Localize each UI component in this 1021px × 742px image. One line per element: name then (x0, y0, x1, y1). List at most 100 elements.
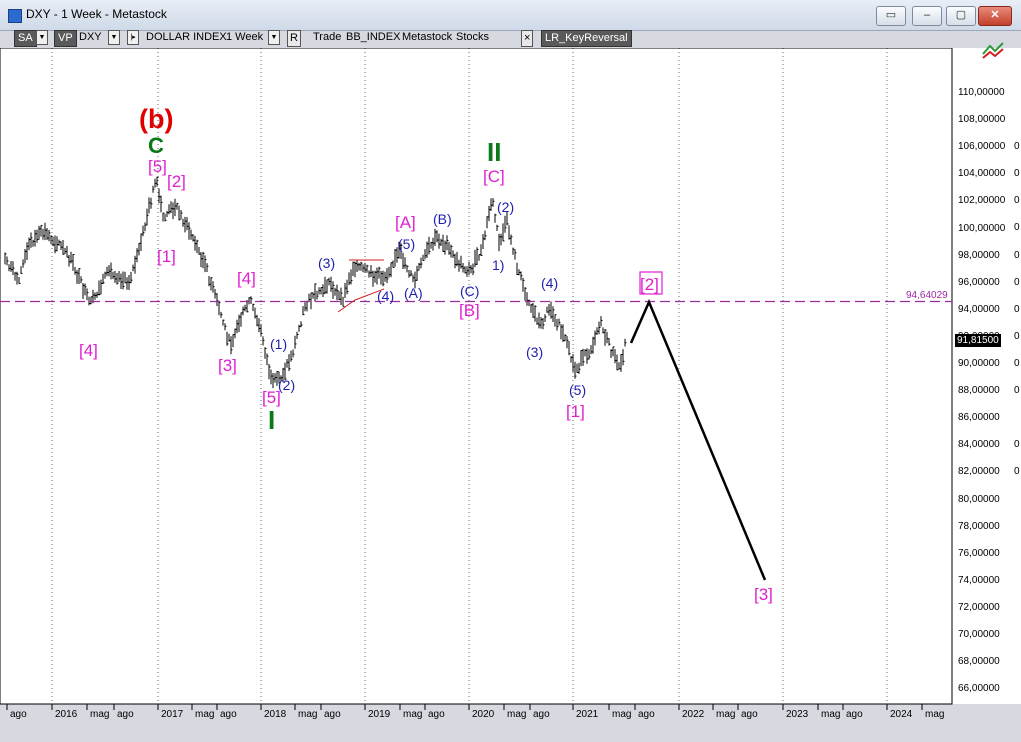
y-axis-stub-label: 0 (1014, 330, 1020, 342)
y-axis-stub-label: 0 (1014, 357, 1020, 369)
x-axis-label: 2019 (368, 709, 391, 720)
wave-label-m4-mid: [4] (237, 269, 256, 288)
y-axis-label: 80,00000 (958, 493, 1000, 505)
wave-label-m2-top: [2] (167, 172, 186, 191)
y-axis-label: 98,00000 (958, 249, 1000, 261)
y-axis-stub-label: 0 (1014, 222, 1020, 234)
projection-line[interactable] (629, 298, 767, 581)
x-axis-label: ago (324, 709, 341, 720)
wave-label-m3-mid: [3] (218, 356, 237, 375)
source-label: Metastock (402, 31, 453, 43)
y-axis-label: 68,00000 (958, 656, 1000, 668)
x-axis-label: mag (716, 709, 736, 720)
periodicity-dropdown[interactable]: ▼ (268, 30, 280, 45)
x-axis-label: 2021 (576, 709, 599, 720)
y-axis-stub-label: 0 (1014, 276, 1020, 288)
vp-button[interactable]: VP (54, 30, 77, 47)
symbol-label: DXY (79, 31, 102, 43)
y-axis-label: 78,00000 (958, 520, 1000, 532)
security-name: DOLLAR INDEX (146, 31, 227, 43)
wave-label-b2: (2) (278, 377, 296, 393)
x-axis-label: mag (403, 709, 423, 720)
index-label: BB_INDEX (346, 31, 401, 43)
y-axis-label: 86,00000 (958, 412, 1000, 424)
price-bars (4, 176, 627, 389)
plot-area[interactable] (0, 48, 953, 705)
wave-label-m2-projected: [2] (640, 275, 659, 294)
y-axis-label: 72,00000 (958, 601, 1000, 613)
x-axis-label: mag (925, 709, 945, 720)
next-security-button[interactable]: |▸ (127, 30, 139, 45)
y-axis-label: 104,00000 (958, 168, 1006, 180)
y-axis-label: 96,00000 (958, 276, 1000, 288)
x-axis-label: mag (298, 709, 318, 720)
x-axis-ticks (6, 704, 923, 710)
x-axis-label: 2018 (264, 709, 287, 720)
x-axis-label: ago (117, 709, 134, 720)
wave-label-b1-2020: 1) (492, 257, 505, 273)
x-axis-label: ago (741, 709, 758, 720)
x-axis-label: ago (428, 709, 445, 720)
wave-label-b-big: (b) (139, 104, 174, 134)
wave-label-b4: (4) (377, 288, 395, 304)
maximize-button[interactable]: ▢ (946, 6, 976, 26)
x-axis-label: 2016 (55, 709, 78, 720)
x-axis-label: 2017 (161, 709, 184, 720)
x-axis-label: ago (533, 709, 550, 720)
wave-label-mB: [B] (459, 301, 480, 320)
y-axis-label: 102,00000 (958, 195, 1006, 207)
wave-label-bA: (A) (404, 285, 423, 301)
current-price-marker: 91,81500 (955, 334, 1001, 347)
close-button[interactable]: ✕ (978, 6, 1012, 26)
minimize-button[interactable]: – (912, 6, 942, 26)
y-axis-label: 110,00000 (958, 87, 1005, 98)
y-axis-stub-label: 0 (1014, 249, 1020, 261)
y-axis-stub-label: 0 (1014, 195, 1020, 207)
wave-label-two-big: II (487, 137, 502, 167)
x-axis-label: ago (846, 709, 863, 720)
remove-indicator-button[interactable]: × (521, 30, 534, 47)
y-axis-label: 94,00000 (958, 303, 1000, 315)
x-axis-label: ago (220, 709, 237, 720)
wave-label-m1-right: [1] (566, 402, 585, 421)
y-axis-label: 88,00000 (958, 385, 1000, 397)
wave-label-c-big: C (148, 133, 164, 158)
triangle-lower-line[interactable] (337, 288, 385, 313)
window-titlebar: DXY - 1 Week - Metastock ▭ – ▢ ✕ (0, 0, 1021, 31)
sa-dropdown[interactable]: ▼ (36, 30, 48, 45)
sa-button[interactable]: SA (14, 30, 37, 47)
indicator-label[interactable]: LR_KeyReversal (541, 30, 632, 47)
r-button[interactable]: R (287, 30, 301, 47)
wave-label-m5-top: [5] (148, 157, 167, 176)
window-title: DXY - 1 Week - Metastock (26, 7, 167, 21)
y-axis-stub-label: 0 (1014, 439, 1020, 451)
price-chart[interactable] (0, 48, 1021, 742)
trade-label: Trade (313, 31, 342, 43)
wave-label-b3: (3) (318, 255, 336, 271)
wave-label-b3-2020: (3) (526, 344, 544, 360)
y-axis-stub-label: 0 (1014, 466, 1020, 478)
wave-label-bC: (C) (460, 283, 480, 299)
wave-label-b2-2020: (2) (497, 199, 515, 215)
y-axis-label: 82,00000 (958, 466, 1000, 478)
x-axis-label: mag (821, 709, 841, 720)
wave-label-b1: (1) (270, 336, 288, 352)
y-axis-label: 90,00000 (958, 358, 1000, 369)
y-axis-label: 100,00000 (958, 222, 1006, 234)
y-axis-label: 84,00000 (958, 439, 1000, 451)
x-axis-label: 2023 (786, 709, 809, 720)
periodicity-label: 1 Week (226, 31, 264, 43)
y-axis-label: 108,00000 (958, 114, 1006, 126)
y-axis-label: 66,00000 (958, 683, 1000, 695)
restore-chart-button[interactable]: ▭ (876, 6, 906, 26)
x-axis-label: mag (612, 709, 632, 720)
wave-label-b4-2020: (4) (541, 275, 559, 291)
trend-arrows-icon[interactable] (981, 40, 1005, 60)
wave-label-m4-left: [4] (79, 341, 98, 360)
x-axis-label: 2020 (472, 709, 495, 720)
wave-label-b5: (5) (398, 236, 416, 252)
x-axis-label: 2022 (682, 709, 705, 720)
app-icon (8, 9, 22, 23)
symbol-dropdown[interactable]: ▼ (108, 30, 120, 45)
y-axis-area (952, 48, 1021, 704)
